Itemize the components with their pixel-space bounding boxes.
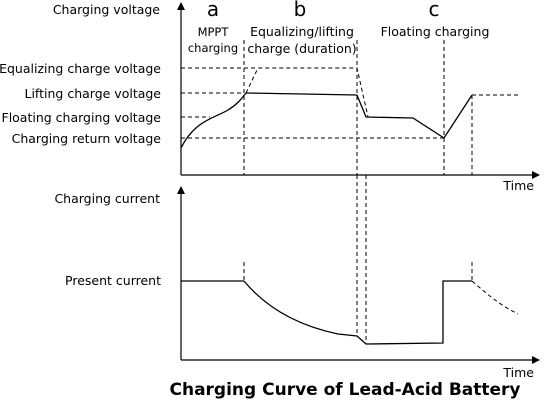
lifting-voltage-label: Lifting charge voltage [25, 86, 162, 101]
phase-b-line1: Equalizing/lifting [250, 24, 354, 39]
phase-c-line1: Floating charging [381, 24, 490, 39]
current-curve-decay [243, 280, 472, 345]
phase-b-letter: b [294, 0, 307, 21]
phase-a-line1: MPPT [198, 25, 230, 39]
equalizing-voltage-label: Equalizing charge voltage [0, 61, 161, 76]
voltage-curve-drop [356, 94, 473, 139]
phase-a-line2: charging [188, 41, 238, 55]
current-axis-label: Charging current [54, 191, 160, 206]
voltage-time-label: Time [502, 178, 534, 193]
voltage-curve-lifting [245, 92, 358, 96]
floating-voltage-label: Floating charging voltage [2, 110, 162, 125]
return-voltage-label: Charging return voltage [12, 131, 162, 146]
diagram-title: Charging Curve of Lead-Acid Battery [170, 380, 521, 400]
phase-a-letter: a [207, 0, 219, 21]
voltage-axis-label: Charging voltage [53, 2, 160, 17]
current-time-label: Time [502, 365, 534, 380]
present-current-label: Present current [65, 273, 161, 288]
voltage-curve-equalizing [245, 67, 369, 118]
voltage-curve-mppt [180, 92, 247, 149]
current-curve-tail [471, 280, 519, 315]
phase-c-letter: c [429, 0, 440, 21]
phase-b-line2: charge (duration) [247, 41, 356, 56]
